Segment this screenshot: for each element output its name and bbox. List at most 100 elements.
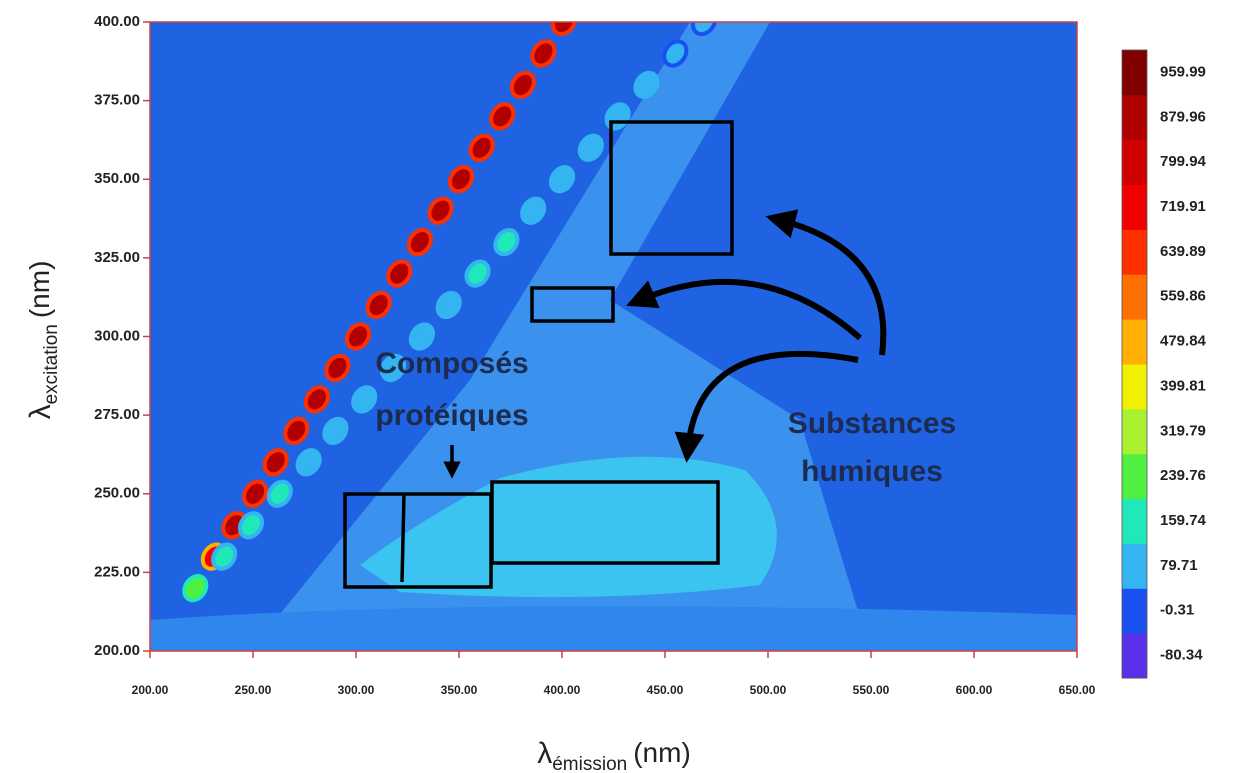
annotation: humiques	[801, 455, 943, 488]
colorbar-band	[1122, 274, 1147, 320]
colorbar-band	[1122, 498, 1147, 544]
y-tick-label: 300.00	[94, 327, 140, 344]
x-axis-label: λémission (nm)	[537, 737, 691, 773]
annotation: Composés	[375, 347, 528, 380]
y-tick-label: 250.00	[94, 485, 140, 502]
colorbar-band	[1122, 408, 1147, 455]
colorbar-band	[1122, 229, 1147, 275]
peak	[241, 479, 269, 508]
box	[490, 480, 720, 565]
peak	[380, 353, 407, 383]
peak	[464, 259, 491, 288]
arrow	[626, 278, 862, 341]
peak	[577, 133, 604, 162]
colorbar-label: 479.84	[1160, 333, 1207, 350]
box-divider	[400, 493, 406, 583]
x-tick-label: 550.00	[853, 683, 890, 697]
arrow	[674, 350, 859, 463]
colorbar-band	[1122, 319, 1147, 365]
colorbar-label: 399.81	[1160, 377, 1206, 394]
colorbar-band	[1122, 588, 1147, 634]
peak	[322, 416, 349, 445]
x-tick-label: 400.00	[544, 683, 581, 697]
peak	[509, 70, 536, 99]
arrow	[765, 209, 887, 356]
peak	[283, 416, 310, 445]
colorbar-band	[1122, 50, 1147, 96]
colorbar-frame	[1121, 49, 1148, 679]
peak	[182, 574, 209, 603]
peak	[550, 22, 578, 37]
y-axis-label: λexcitation (nm)	[24, 261, 62, 420]
y-tick-label: 325.00	[94, 249, 140, 266]
unit: (nm)	[633, 737, 691, 768]
colorbar-label: 639.89	[1160, 243, 1206, 260]
subscript: excitation	[41, 324, 62, 404]
colorbar-label: 879.96	[1160, 108, 1206, 125]
x-tick-label: 600.00	[956, 683, 993, 697]
symbol: λ	[537, 737, 552, 770]
peak	[365, 290, 392, 320]
colorbar-label: 239.76	[1160, 467, 1206, 484]
colorbar-band	[1122, 453, 1147, 500]
x-tick-label: 500.00	[750, 683, 787, 697]
y-tick-label: 200.00	[94, 642, 140, 659]
peak	[447, 165, 475, 194]
peak	[351, 385, 378, 414]
peak	[344, 322, 372, 351]
peak	[633, 70, 660, 99]
colorbar-label: 319.79	[1160, 422, 1206, 439]
colorbar-band	[1122, 364, 1147, 410]
peak	[237, 511, 265, 540]
colorbar-band	[1122, 139, 1147, 186]
peak	[520, 196, 547, 225]
x-tick-label: 200.00	[132, 683, 169, 697]
peak	[435, 290, 462, 320]
x-tick-label: 650.00	[1059, 683, 1096, 697]
colorbar-band	[1122, 184, 1147, 230]
peak	[262, 448, 289, 477]
peak	[530, 39, 557, 68]
peak	[324, 353, 351, 383]
subscript: émission	[552, 754, 627, 773]
unit: (nm)	[24, 261, 55, 319]
colorbar-label: 799.94	[1160, 153, 1207, 170]
peak	[691, 22, 718, 37]
y-tick-label: 375.00	[94, 92, 140, 109]
symbol: λ	[24, 404, 57, 419]
peak	[303, 385, 330, 414]
arrows	[443, 209, 887, 479]
y-tick-label: 275.00	[94, 406, 140, 423]
colorbar-label: -0.31	[1160, 602, 1194, 619]
colorbar-label: 559.86	[1160, 288, 1206, 305]
peak	[662, 39, 689, 68]
x-tick-label: 350.00	[441, 683, 478, 697]
peak	[211, 542, 238, 571]
peak	[295, 448, 322, 477]
y-tick-label: 400.00	[94, 13, 140, 30]
x-tick-label: 250.00	[235, 683, 272, 697]
colorbar-band	[1122, 543, 1147, 589]
peak	[408, 322, 435, 351]
peak	[468, 133, 495, 162]
colorbar-label: 159.74	[1160, 512, 1207, 529]
colorbar-band	[1122, 94, 1147, 141]
peak	[266, 479, 293, 508]
annotation: protéiques	[375, 399, 528, 432]
x-tick-label: 450.00	[647, 683, 684, 697]
peak	[427, 196, 454, 225]
peak	[406, 228, 433, 257]
box	[530, 286, 615, 323]
annotation: Substances	[788, 407, 956, 440]
peaks	[182, 22, 718, 603]
peak	[489, 102, 516, 131]
box	[609, 120, 734, 256]
colorbar-label: 719.91	[1160, 198, 1206, 215]
peak	[548, 165, 576, 194]
y-tick-label: 225.00	[94, 563, 140, 580]
colorbar-label: -80.34	[1160, 647, 1203, 664]
y-tick-label: 350.00	[94, 170, 140, 187]
peak	[493, 228, 520, 257]
peak	[386, 259, 413, 288]
noise-band	[150, 606, 1077, 651]
